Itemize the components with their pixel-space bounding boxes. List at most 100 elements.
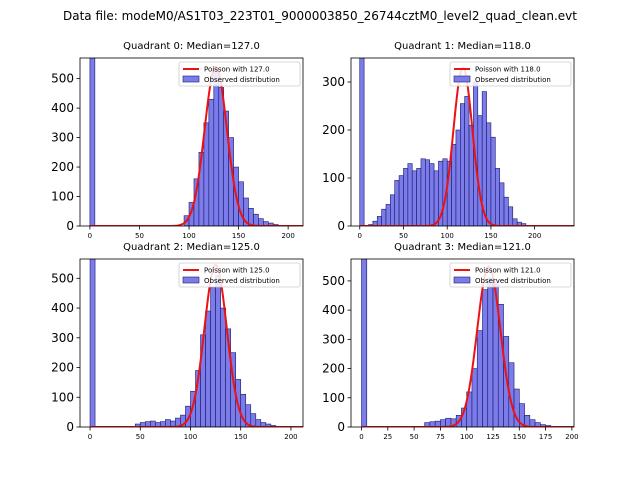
legend-box xyxy=(449,262,572,288)
histogram-bar xyxy=(494,168,500,226)
y-tick-label: 300 xyxy=(51,131,74,145)
histogram-bar xyxy=(416,168,422,226)
histogram-bar xyxy=(482,289,489,427)
histogram-bar xyxy=(394,180,400,226)
x-tick-label: 125 xyxy=(486,433,499,441)
subplot-2: Quadrant 2: Median=125.0 0 50 100 150 200 0 100… xyxy=(51,242,304,441)
histogram-bar xyxy=(451,144,457,226)
subplot-title: Quadrant 3: Median=121.0 xyxy=(394,242,531,253)
legend-observed-label: Observed distribution xyxy=(475,76,551,84)
histogram-bar xyxy=(503,196,509,226)
x-tick-label: 200 xyxy=(281,232,294,240)
x-tick-label: 50 xyxy=(410,433,419,441)
legend-poisson-label: Poisson with 127.0 xyxy=(204,66,270,74)
histogram-bar xyxy=(425,159,431,226)
subplot-title: Quadrant 2: Median=125.0 xyxy=(123,242,260,253)
y-tick-label: 400 xyxy=(322,303,345,317)
legend: Poisson with 125.0 Observed distribution xyxy=(178,262,301,288)
x-tick-label: 50 xyxy=(399,232,408,240)
histogram-bar xyxy=(403,168,409,226)
histogram-bar xyxy=(258,218,264,226)
histogram-bar xyxy=(89,259,96,427)
x-tick-label: 150 xyxy=(232,232,245,240)
histogram-bar xyxy=(429,163,435,226)
histogram-bar xyxy=(210,286,216,427)
y-tick-label: 100 xyxy=(51,390,74,404)
axes-frame xyxy=(350,57,575,227)
y-tick-label: 200 xyxy=(51,361,74,375)
y-tick-label: 300 xyxy=(322,75,345,89)
y-tick-label: 200 xyxy=(322,362,345,376)
histogram-bar xyxy=(165,419,171,427)
subplot-1: Quadrant 1: Median=118.0 0 50 100 150 200 0 100… xyxy=(322,41,575,240)
histogram-bar xyxy=(490,136,496,226)
histogram-bar xyxy=(512,218,518,226)
y-tick-label: 0 xyxy=(66,420,74,434)
y-tick-label: 100 xyxy=(322,391,345,405)
axes-frame xyxy=(79,258,304,428)
y-tick-label: 400 xyxy=(51,301,74,315)
histogram-bar xyxy=(215,275,221,427)
y-tick-label: 0 xyxy=(337,219,345,233)
histogram-bar xyxy=(486,122,492,226)
legend-box xyxy=(178,262,301,288)
x-tick-label: 200 xyxy=(528,232,541,240)
histogram-bar xyxy=(455,129,461,226)
x-tick-label: 100 xyxy=(460,433,473,441)
legend-observed-swatch xyxy=(182,276,200,284)
y-tick-label: 0 xyxy=(337,420,345,434)
histogram-bar xyxy=(359,58,365,226)
y-tick-label: 300 xyxy=(322,332,345,346)
x-tick-label: 0 xyxy=(88,433,92,441)
y-tick-label: 200 xyxy=(322,123,345,137)
x-tick-label: 100 xyxy=(182,232,195,240)
legend-observed-swatch xyxy=(453,75,471,83)
legend-observed-swatch xyxy=(453,276,471,284)
histogram-bar xyxy=(390,194,396,226)
x-tick-label: 50 xyxy=(135,232,144,240)
histogram-bar xyxy=(460,103,465,226)
histogram-bar xyxy=(205,310,211,427)
histogram-bar xyxy=(253,213,259,226)
histogram-bar xyxy=(508,206,514,226)
histogram-bar xyxy=(213,69,220,226)
poisson-curve xyxy=(90,263,303,427)
y-tick-label: 0 xyxy=(66,219,74,233)
axes-frame xyxy=(79,57,304,227)
y-tick-label: 400 xyxy=(51,101,74,115)
histogram-bar xyxy=(477,115,483,226)
histogram-bar xyxy=(420,158,426,226)
legend: Poisson with 121.0 Observed distribution xyxy=(449,262,572,288)
histogram-bar xyxy=(385,204,391,226)
histogram-bar xyxy=(381,208,387,226)
legend-observed-label: Observed distribution xyxy=(204,76,280,84)
legend-poisson-label: Poisson with 125.0 xyxy=(204,267,270,275)
subplot-title: Quadrant 1: Median=118.0 xyxy=(394,41,531,52)
subplot-0: Quadrant 0: Median=127.0 0 50 100 150 200 0 100… xyxy=(51,41,304,240)
x-tick-label: 150 xyxy=(484,232,497,240)
y-tick-label: 300 xyxy=(51,331,74,345)
x-tick-label: 200 xyxy=(284,433,297,441)
histogram-bar xyxy=(487,277,494,427)
legend-observed-label: Observed distribution xyxy=(475,277,551,285)
histogram-bar xyxy=(407,163,413,226)
histogram-bar xyxy=(376,216,382,226)
x-tick-label: 0 xyxy=(359,433,363,441)
x-tick-label: 150 xyxy=(513,433,526,441)
x-tick-label: 100 xyxy=(441,232,454,240)
histogram-bar xyxy=(411,170,417,226)
histogram-bar xyxy=(471,368,478,427)
y-tick-label: 500 xyxy=(322,274,345,288)
histogram-bar xyxy=(203,122,210,226)
legend: Poisson with 118.0 Observed distribution xyxy=(449,61,572,87)
histogram-bar xyxy=(433,170,439,226)
axes-frame xyxy=(350,258,575,428)
histogram-bar xyxy=(398,175,404,226)
x-tick-label: 50 xyxy=(136,433,145,441)
y-tick-label: 500 xyxy=(51,271,74,285)
histogram-bar xyxy=(220,307,226,427)
legend: Poisson with 127.0 Observed distribution xyxy=(178,61,301,87)
figure-suptitle: Data file: modeM0/AS1T03_223T01_90000038… xyxy=(63,9,577,23)
x-tick-label: 0 xyxy=(88,232,92,240)
